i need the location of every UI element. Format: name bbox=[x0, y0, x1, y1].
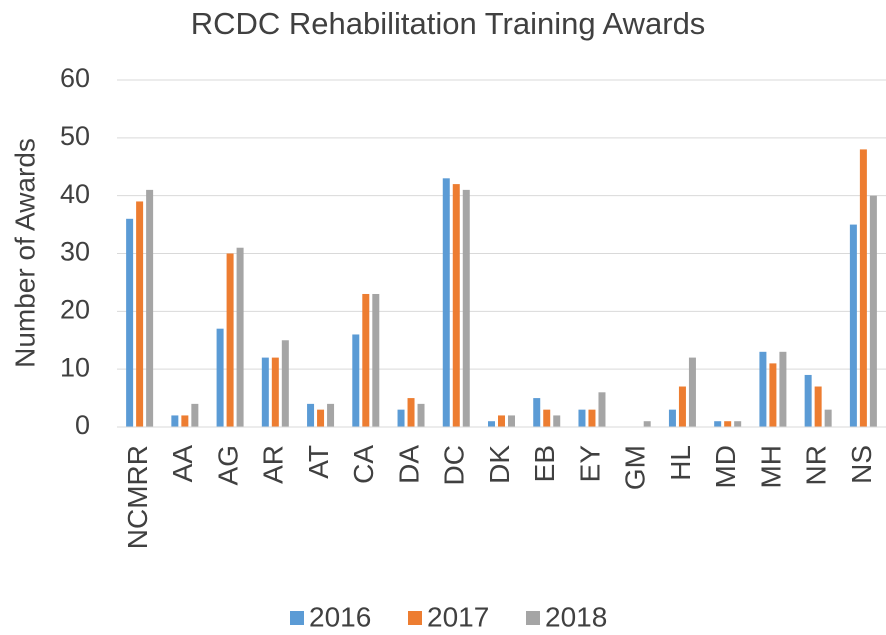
x-tick-label: AT bbox=[303, 445, 334, 479]
x-tick-label: CA bbox=[348, 445, 379, 484]
bar bbox=[598, 392, 606, 427]
y-tick-label: 10 bbox=[60, 352, 90, 382]
bar bbox=[678, 386, 686, 427]
y-axis-title: Number of Awards bbox=[9, 138, 40, 368]
bar bbox=[281, 340, 289, 427]
legend-label: 2016 bbox=[309, 601, 371, 632]
y-tick-label: 0 bbox=[75, 410, 90, 440]
bar bbox=[226, 253, 234, 427]
bar bbox=[804, 374, 812, 427]
bar bbox=[578, 409, 586, 427]
bar bbox=[488, 421, 495, 427]
bar bbox=[271, 357, 279, 427]
bar bbox=[307, 403, 315, 427]
bar bbox=[462, 189, 470, 427]
bar bbox=[553, 415, 561, 427]
x-tick-label: AG bbox=[212, 445, 243, 485]
bar bbox=[824, 409, 832, 427]
bar bbox=[317, 409, 325, 427]
y-tick-label: 20 bbox=[60, 294, 90, 324]
bar bbox=[668, 409, 676, 427]
x-tick-label: AR bbox=[258, 445, 289, 484]
x-tick-label: EY bbox=[574, 445, 605, 483]
x-tick-label: DC bbox=[439, 445, 470, 485]
y-tick-label: 60 bbox=[60, 63, 90, 93]
y-tick-label: 30 bbox=[60, 237, 90, 267]
bar bbox=[543, 409, 551, 427]
bar bbox=[734, 421, 742, 427]
bar bbox=[397, 409, 405, 427]
y-tick-label: 50 bbox=[60, 121, 90, 151]
bar bbox=[216, 328, 224, 427]
bar bbox=[814, 386, 822, 427]
x-tick-label: GM bbox=[620, 445, 651, 490]
x-tick-label: MH bbox=[755, 445, 786, 489]
bar bbox=[643, 421, 651, 427]
bar bbox=[352, 334, 360, 427]
x-tick-label: AA bbox=[167, 445, 198, 483]
x-tick-label: NR bbox=[801, 445, 832, 485]
legend-swatch bbox=[408, 611, 422, 625]
bar bbox=[136, 201, 144, 427]
bar bbox=[417, 403, 425, 427]
bar bbox=[849, 224, 857, 427]
bar bbox=[869, 195, 877, 427]
bar bbox=[236, 247, 244, 427]
y-tick-label: 40 bbox=[60, 179, 90, 209]
bar bbox=[372, 293, 380, 427]
bar bbox=[126, 218, 134, 427]
bar bbox=[533, 398, 541, 427]
legend-label: 2018 bbox=[545, 601, 607, 632]
bar bbox=[181, 415, 189, 427]
bar bbox=[588, 409, 596, 427]
bar bbox=[442, 178, 450, 427]
bar bbox=[769, 363, 777, 427]
bar bbox=[407, 398, 415, 427]
bar bbox=[688, 357, 696, 427]
legend-swatch bbox=[290, 611, 304, 625]
x-tick-label: NCMRR bbox=[122, 445, 153, 549]
legend-label: 2017 bbox=[427, 601, 489, 632]
bar bbox=[327, 403, 335, 427]
bar bbox=[859, 149, 867, 427]
x-tick-label: HL bbox=[665, 445, 696, 481]
x-tick-label: EB bbox=[529, 445, 560, 482]
x-tick-label: DA bbox=[393, 445, 424, 484]
bar bbox=[714, 421, 722, 427]
bar bbox=[724, 421, 732, 427]
bar bbox=[261, 357, 269, 427]
x-tick-label: MD bbox=[710, 445, 741, 489]
bar bbox=[171, 415, 179, 427]
bar bbox=[452, 184, 460, 427]
x-tick-label: DK bbox=[484, 445, 515, 484]
bar bbox=[362, 293, 370, 427]
chart-title: RCDC Rehabilitation Training Awards bbox=[191, 6, 706, 41]
bar bbox=[498, 415, 505, 427]
bar bbox=[508, 415, 515, 427]
bar bbox=[779, 351, 787, 427]
legend-swatch bbox=[526, 611, 540, 625]
bar bbox=[191, 403, 199, 427]
x-tick-label: NS bbox=[846, 445, 877, 484]
bar bbox=[759, 351, 767, 427]
bar bbox=[146, 189, 154, 427]
